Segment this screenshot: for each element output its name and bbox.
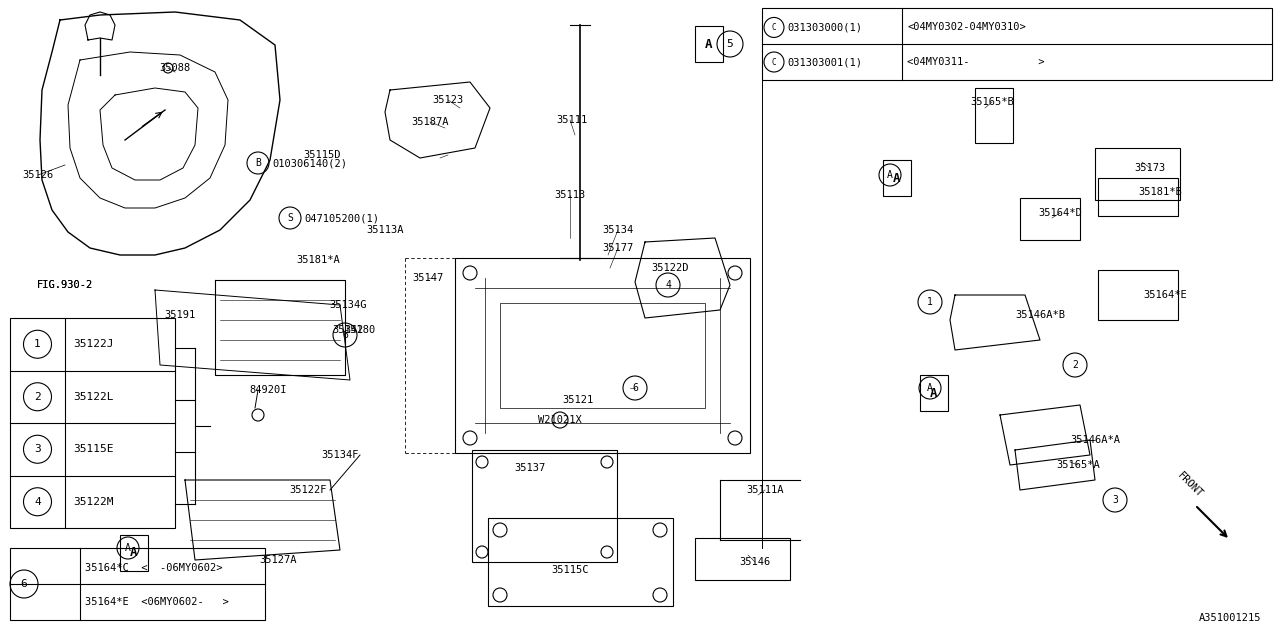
Text: 031303000(1): 031303000(1) [787,22,861,33]
Text: A: A [931,387,938,399]
Bar [1098,270,1178,320]
Text: 4: 4 [666,280,671,290]
Text: 35147: 35147 [412,273,444,283]
Text: 35115E: 35115E [73,444,114,454]
Text: A: A [893,172,901,184]
Text: 35088: 35088 [160,63,191,73]
Bar [10,548,265,620]
Text: 031303001(1): 031303001(1) [787,57,861,67]
Text: 4: 4 [35,497,41,507]
Bar [1098,178,1178,216]
Text: C: C [772,23,776,32]
Bar [454,258,750,453]
Bar [1094,148,1180,200]
Text: FRONT: FRONT [1175,471,1204,500]
Text: 35121: 35121 [562,395,594,405]
Text: 6: 6 [20,579,27,589]
Text: 35127A: 35127A [260,555,297,565]
Text: 35122M: 35122M [73,497,114,507]
Text: 35122J: 35122J [73,339,114,349]
Bar [695,26,723,62]
Text: 35181*A: 35181*A [296,255,340,265]
Bar [120,535,148,571]
Text: 35146A*B: 35146A*B [1015,310,1065,320]
Bar [975,88,1012,143]
Bar [883,160,911,196]
Bar [10,318,175,528]
Text: 35122F: 35122F [289,485,326,495]
Text: W21021X: W21021X [538,415,582,425]
Text: 84920I: 84920I [250,385,287,395]
Text: 35146A*A: 35146A*A [1070,435,1120,445]
Text: A: A [887,170,893,180]
Text: 1: 1 [927,297,933,307]
Text: 2: 2 [35,392,41,402]
Text: 35134G: 35134G [329,300,367,310]
Text: <04MY0311-           >: <04MY0311- > [908,57,1044,67]
Text: A: A [705,38,713,51]
Text: 35122L: 35122L [73,392,114,402]
Text: 3: 3 [1112,495,1117,505]
Text: B: B [255,158,261,168]
Text: 35165*B: 35165*B [970,97,1014,107]
Text: 35111A: 35111A [746,485,783,495]
Text: A351001215: A351001215 [1199,613,1261,623]
Text: 35146: 35146 [740,557,771,567]
Text: 35137: 35137 [515,463,545,473]
Bar [920,375,948,411]
Text: 35134: 35134 [603,225,634,235]
Text: 35111: 35111 [557,115,588,125]
Text: 35115C: 35115C [552,565,589,575]
Text: 010306140(2): 010306140(2) [273,158,347,168]
Text: 35113: 35113 [554,190,586,200]
Bar [488,518,673,606]
Text: 5: 5 [727,39,733,49]
Text: 35164*E  <06MY0602-   >: 35164*E <06MY0602- > [84,597,229,607]
Text: S: S [287,213,293,223]
Text: 35187A: 35187A [411,117,449,127]
Text: 6: 6 [632,383,637,393]
Text: 1: 1 [35,339,41,349]
Text: 047105200(1): 047105200(1) [305,213,379,223]
Bar [695,538,790,580]
Bar [500,303,705,408]
Text: 35165*A: 35165*A [1056,460,1100,470]
Text: 35113A: 35113A [366,225,403,235]
Text: 2: 2 [1073,360,1078,370]
Bar [1020,198,1080,240]
Bar [472,450,617,562]
Text: 35126: 35126 [22,170,54,180]
Text: A: A [125,543,131,553]
Text: C: C [772,58,776,67]
Text: A: A [131,547,138,559]
Text: 3: 3 [35,444,41,454]
Text: 35115D: 35115D [303,150,340,160]
Text: 35142: 35142 [333,325,364,335]
Text: 35173: 35173 [1134,163,1166,173]
Text: 35164*C  <  -06MY0602>: 35164*C < -06MY0602> [84,563,223,573]
Text: <04MY0302-04MY0310>: <04MY0302-04MY0310> [908,22,1025,33]
Text: 35123: 35123 [433,95,463,105]
Text: 35180: 35180 [344,325,375,335]
Text: 6: 6 [342,330,348,340]
Text: FIG.930-2: FIG.930-2 [37,280,93,290]
Text: 35164*E: 35164*E [1143,290,1187,300]
Bar [762,8,1272,80]
Text: 35134F: 35134F [321,450,358,460]
Text: 35191: 35191 [164,310,196,320]
Text: FIG.930-2: FIG.930-2 [37,280,93,290]
Text: 35122D: 35122D [652,263,689,273]
Text: 35177: 35177 [603,243,634,253]
Text: 35164*D: 35164*D [1038,208,1082,218]
Text: A: A [927,383,933,393]
Text: 35181*B: 35181*B [1138,187,1181,197]
